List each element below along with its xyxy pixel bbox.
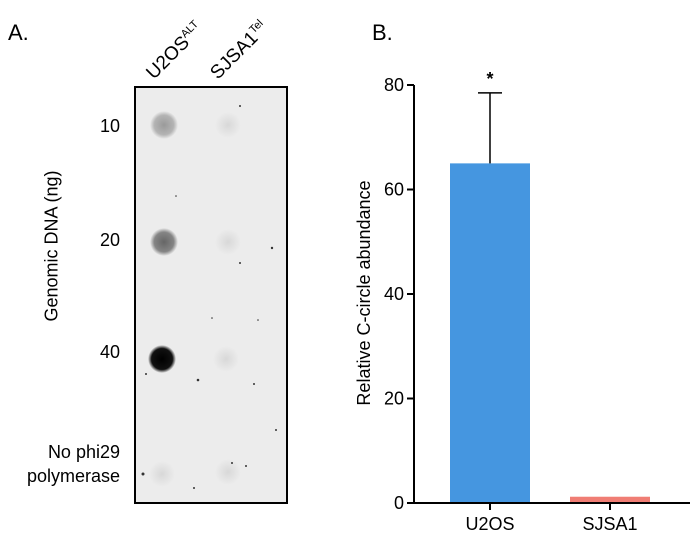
dot-blot-image bbox=[141, 105, 277, 489]
dot-u2os-10ng bbox=[150, 111, 178, 139]
y-tick-label: 80 bbox=[384, 75, 404, 95]
row-label-no-phi29: No phi29 polymerase bbox=[0, 440, 120, 488]
panel-b-label: B. bbox=[372, 20, 393, 45]
blot-speckles bbox=[141, 105, 277, 489]
dot-sjsa1-20ng bbox=[215, 229, 241, 255]
significance-marker: * bbox=[486, 70, 493, 89]
panel-a-label: A. bbox=[8, 20, 29, 45]
column-label-sjsa1: SJSA1Tel bbox=[206, 17, 266, 84]
dot-sjsa1-10ng bbox=[215, 112, 241, 138]
x-tick-label-u2os: U2OS bbox=[465, 514, 514, 532]
y-axis: 0 20 40 60 80 bbox=[384, 75, 415, 513]
dot-sjsa1-control bbox=[215, 459, 241, 485]
row-label-40ng: 40 bbox=[99, 342, 120, 362]
x-tick-label-sjsa1: SJSA1 bbox=[582, 514, 637, 532]
dot-u2os-control bbox=[149, 461, 175, 487]
dot-sjsa1-40ng bbox=[213, 346, 239, 372]
dot-u2os-40ng bbox=[148, 345, 176, 373]
y-tick-label: 0 bbox=[394, 493, 404, 513]
dot-u2os-20ng bbox=[150, 228, 178, 256]
y-tick-label: 40 bbox=[384, 284, 404, 304]
row-label-no-phi29-line2: polymerase bbox=[26, 466, 120, 486]
dot-blot bbox=[134, 86, 288, 504]
row-label-20ng: 20 bbox=[99, 230, 120, 250]
y-tick-label: 60 bbox=[384, 180, 404, 200]
bar-sjsa1 bbox=[570, 496, 650, 503]
column-label-u2os: U2OSALT bbox=[142, 18, 201, 84]
row-label-no-phi29-line1: No phi29 bbox=[47, 442, 120, 462]
bars: * bbox=[450, 70, 650, 503]
bar-u2os bbox=[450, 163, 530, 503]
y-tick-label: 20 bbox=[384, 389, 404, 409]
x-axis: U2OS SJSA1 bbox=[414, 502, 690, 532]
row-label-10ng: 10 bbox=[99, 116, 120, 136]
y-axis-title: Relative C-circle abundance bbox=[354, 180, 374, 405]
bar-chart: 0 20 40 60 80 * U2OS SJSA1 Relative C-circle … bbox=[354, 70, 690, 532]
